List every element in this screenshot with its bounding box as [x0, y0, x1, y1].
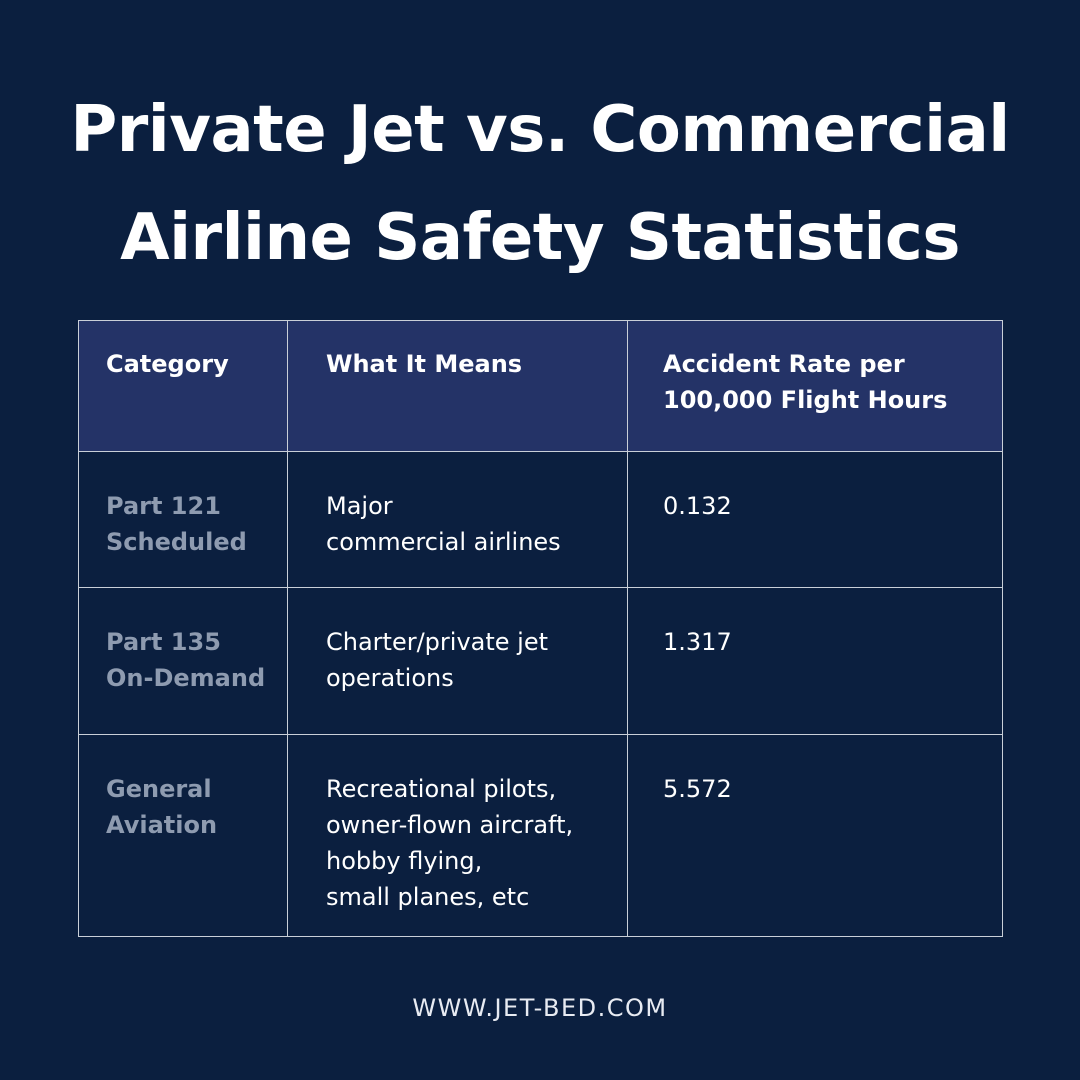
header-rate-line-1: Accident Rate per [663, 350, 905, 378]
table-row: Part 135 On-Demand Charter/private jet o… [78, 587, 1003, 735]
row-accident-rate: 5.572 [627, 734, 1003, 937]
title-line-2: Airline Safety Statistics [120, 201, 960, 275]
meaning-line: Major [326, 492, 393, 520]
page-title: Private Jet vs. Commercial Airline Safet… [0, 76, 1080, 292]
category-line: General [106, 775, 212, 803]
header-accident-rate: Accident Rate per 100,000 Flight Hours [627, 320, 1003, 452]
row-category: Part 121 Scheduled [78, 451, 288, 588]
safety-statistics-table: Category What It Means Accident Rate per… [78, 320, 1003, 937]
row-meaning: Charter/private jet operations [287, 587, 628, 735]
category-line: Part 121 [106, 492, 221, 520]
header-category: Category [78, 320, 288, 452]
row-category: General Aviation [78, 734, 288, 937]
category-line: Scheduled [106, 528, 247, 556]
row-meaning: Major commercial airlines [287, 451, 628, 588]
table-row: General Aviation Recreational pilots, ow… [78, 734, 1003, 937]
website-url: WWW.JET-BED.COM [412, 994, 668, 1022]
meaning-line: commercial airlines [326, 528, 561, 556]
meaning-line: hobby flying, [326, 847, 483, 875]
row-accident-rate: 0.132 [627, 451, 1003, 588]
category-line: Part 135 [106, 628, 221, 656]
meaning-line: operations [326, 664, 454, 692]
category-line: Aviation [106, 811, 218, 839]
meaning-line: small planes, etc [326, 883, 530, 911]
title-line-1: Private Jet vs. Commercial [70, 93, 1010, 167]
table-row: Part 121 Scheduled Major commercial airl… [78, 451, 1003, 588]
header-rate-line-2: 100,000 Flight Hours [663, 386, 948, 414]
meaning-line: Recreational pilots, [326, 775, 557, 803]
meaning-line: owner-flown aircraft, [326, 811, 574, 839]
meaning-line: Charter/private jet [326, 628, 548, 656]
row-accident-rate: 1.317 [627, 587, 1003, 735]
row-category: Part 135 On-Demand [78, 587, 288, 735]
category-line: On-Demand [106, 664, 266, 692]
header-meaning: What It Means [287, 320, 628, 452]
row-meaning: Recreational pilots, owner-flown aircraf… [287, 734, 628, 937]
table-header-row: Category What It Means Accident Rate per… [78, 320, 1003, 452]
